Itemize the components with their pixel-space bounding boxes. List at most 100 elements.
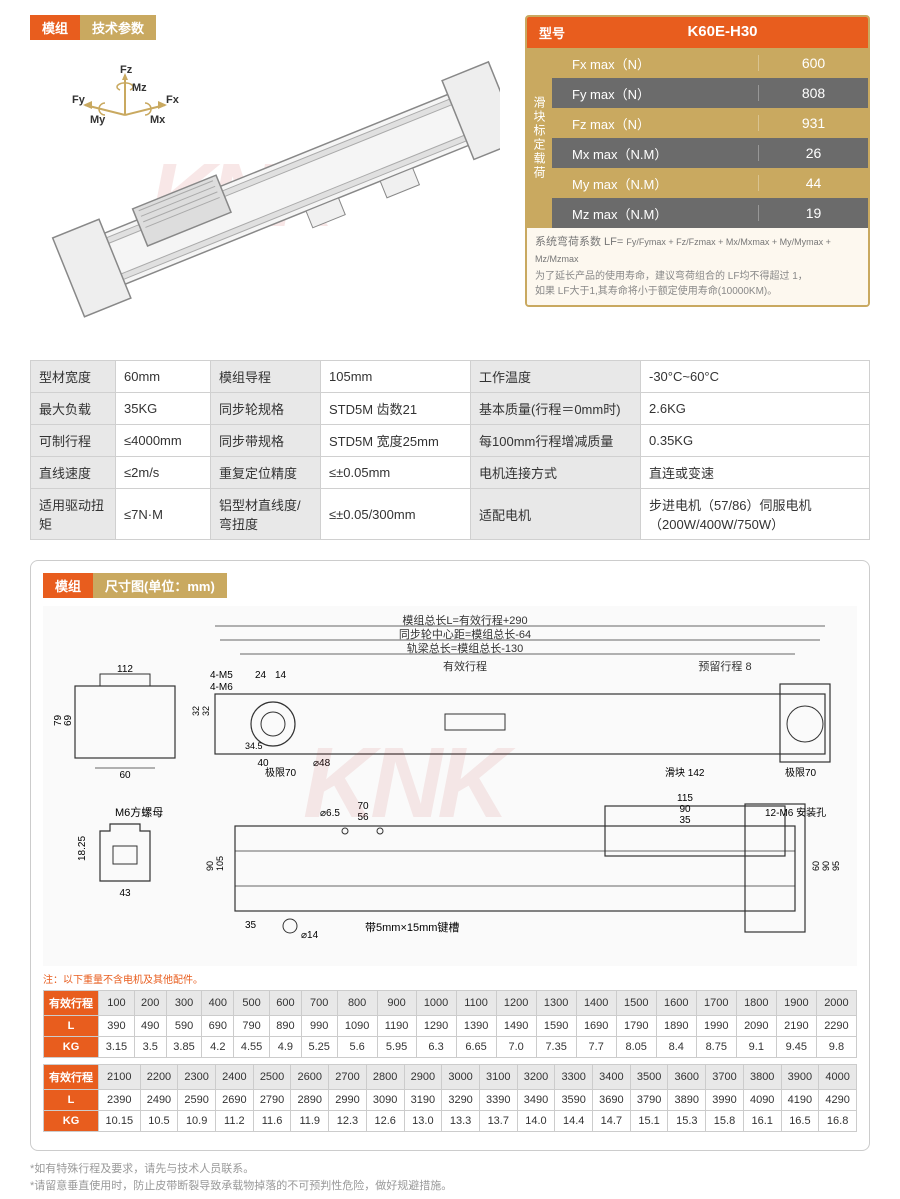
travel-cell: 11.9 [291,1111,329,1132]
load-param: Mx max（N.M） [552,144,758,163]
load-capacity-table: 型号 K60E-H30 滑块标定载荷 Fx max（N）600Fy max（N）… [525,15,870,307]
travel-cell: 2000 [816,991,856,1016]
svg-text:90: 90 [205,861,215,871]
load-row: My max（N.M）44 [552,168,868,198]
load-value: 44 [758,175,868,191]
travel-cell: 5.25 [301,1037,337,1058]
travel-cell: 4.55 [234,1037,270,1058]
travel-cell: 3900 [781,1065,819,1090]
travel-cell: 14.7 [593,1111,631,1132]
load-param: Fx max（N） [552,54,758,73]
spec-label: 适配电机 [471,489,641,540]
spec-value: 2.6KG [641,393,870,425]
svg-text:35: 35 [679,815,691,826]
load-value: 19 [758,205,868,221]
travel-cell: 2600 [291,1065,329,1090]
spec-value: -30°C~60°C [641,361,870,393]
svg-text:34.5: 34.5 [245,741,263,751]
travel-cell: 9.45 [776,1037,816,1058]
model-label: 型号 [527,17,577,48]
travel-cell: 1500 [616,991,656,1016]
travel-cell: 2990 [329,1090,367,1111]
spec-label: 重复定位精度 [211,457,321,489]
linear-actuator-iso-view [40,55,500,345]
svg-text:43: 43 [119,888,131,899]
spec-label: 同步轮规格 [211,393,321,425]
travel-cell: 3990 [706,1090,744,1111]
svg-text:M6方螺母: M6方螺母 [115,805,163,819]
spec-value: ≤±0.05mm [321,457,471,489]
load-rows-container: Fx max（N）600Fy max（N）808 Fz max（N）931 Mx m… [552,48,868,228]
svg-text:60: 60 [119,770,131,781]
model-value: K60E-H30 [577,17,868,48]
spec-value: ≤4000mm [116,425,211,457]
travel-cell: 1000 [416,991,456,1016]
travel-cell: 2890 [291,1090,329,1111]
svg-text:有效行程: 有效行程 [443,659,487,673]
tag-module: 模组 [30,15,80,40]
load-param: My max（N.M） [552,174,758,193]
svg-text:极限70: 极限70 [265,766,297,779]
travel-cell: 2290 [816,1016,856,1037]
spec-value: ≤2m/s [116,457,211,489]
travel-cell: 8.75 [696,1037,736,1058]
spec-label: 铝型材直线度/弯扭度 [211,489,321,540]
travel-cell: 3200 [517,1065,555,1090]
load-value: 808 [758,85,868,101]
travel-cell: 2200 [140,1065,178,1090]
spec-label: 同步带规格 [211,425,321,457]
svg-text:⌀14: ⌀14 [301,930,319,941]
travel-cell: 1700 [696,991,736,1016]
travel-kg-row: KG3.153.53.854.24.554.95.255.65.956.36.6… [44,1037,857,1058]
travel-cell: 1800 [736,991,776,1016]
travel-cell: 3190 [404,1090,442,1111]
travel-cell: 590 [166,1016,202,1037]
travel-cell: 2300 [178,1065,216,1090]
travel-cell: 300 [166,991,202,1016]
travel-cell: 1100 [456,991,496,1016]
travel-cell: 2390 [99,1090,141,1111]
svg-text:90: 90 [821,861,831,871]
spec-value: ≤±0.05/300mm [321,489,471,540]
travel-cell: 7.35 [536,1037,576,1058]
travel-cell: 890 [270,1016,302,1037]
spec-label: 型材宽度 [31,361,116,393]
travel-cell: 10.15 [99,1111,141,1132]
travel-cell: 14.4 [555,1111,593,1132]
svg-text:105: 105 [215,856,225,871]
travel-cell: 900 [377,991,416,1016]
travel-cell: 1400 [576,991,616,1016]
svg-text:带5mm×15mm键槽: 带5mm×15mm键槽 [365,920,459,934]
load-param: Fy max（N） [552,84,758,103]
spec-label: 每100mm行程增减质量 [471,425,641,457]
spec-value: 步进电机（57/86）伺服电机（200W/400W/750W） [641,489,870,540]
travel-cell: 200 [134,991,166,1016]
load-value: 600 [758,55,868,71]
svg-text:模组总长L=有效行程+290: 模组总长L=有效行程+290 [402,613,527,627]
travel-cell: 14.0 [517,1111,555,1132]
travel-cell: 2090 [736,1016,776,1037]
svg-text:35: 35 [245,920,257,931]
load-param: Fz max（N） [552,114,758,133]
load-row: Fz max（N）931 [552,108,868,138]
travel-cell: 3490 [517,1090,555,1111]
travel-cell: 2590 [178,1090,216,1111]
travel-cell: 4.9 [270,1037,302,1058]
travel-cell: 3.85 [166,1037,202,1058]
formula-box: 系统弯荷系数 LF= Fy/Fymax + Fz/Fzmax + Mx/Mxma… [527,228,868,305]
travel-cell: 1290 [416,1016,456,1037]
tag-params: 技术参数 [80,15,156,40]
travel-cell: 4000 [819,1065,857,1090]
svg-text:极限70: 极限70 [785,766,817,779]
travel-l-row: L390490590690790890990109011901290139014… [44,1016,857,1037]
travel-cell: 400 [202,991,234,1016]
travel-cell: 800 [337,991,377,1016]
spec-label: 电机连接方式 [471,457,641,489]
travel-cell: 3300 [555,1065,593,1090]
travel-cell: 16.1 [743,1111,781,1132]
travel-cell: 1200 [496,991,536,1016]
travel-cell: 10.9 [178,1111,216,1132]
travel-cell: 1490 [496,1016,536,1037]
travel-cell: 3890 [668,1090,706,1111]
travel-cell: 1190 [377,1016,416,1037]
